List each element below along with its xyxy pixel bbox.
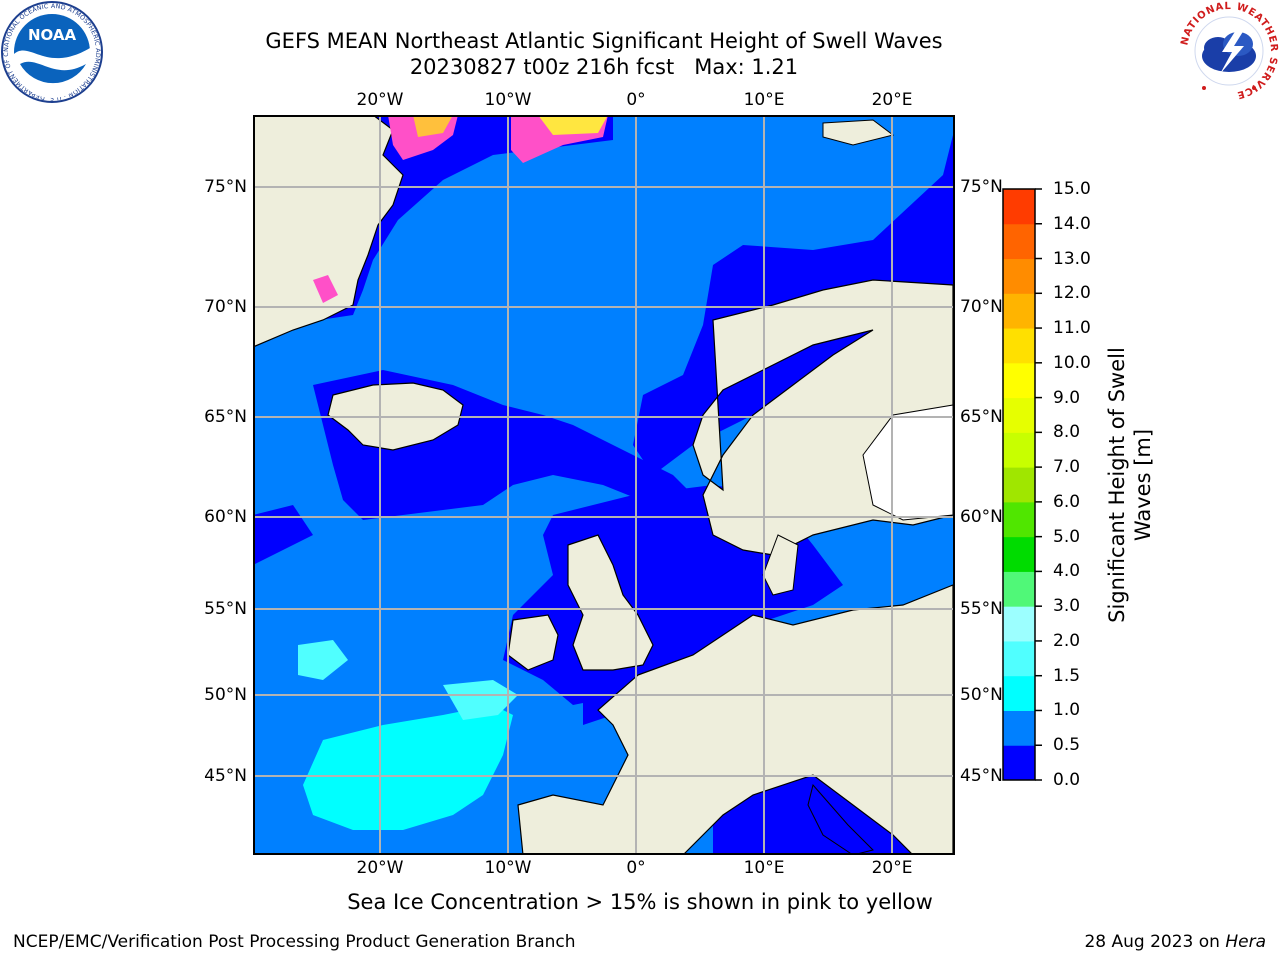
sea-ice-fram-core (538, 115, 608, 135)
sea-ice-greenland-2 (413, 115, 453, 137)
colorbar-tick-label: 0.0 (1053, 770, 1081, 790)
noaa-logo: NATIONAL OCEANIC AND ATMOSPHERIC ADMINIS… (0, 0, 103, 103)
colorbar-tick-label: 4.0 (1053, 561, 1081, 582)
colorbar-tick-label: 6.0 (1053, 491, 1081, 512)
colorbar-bands (1003, 189, 1035, 781)
colorbar-band (1003, 710, 1035, 746)
footer-date: 28 Aug 2023 on Hera (1084, 932, 1266, 952)
colorbar-tick-label: 7.0 (1053, 457, 1081, 478)
colorbar-tick-label: 2.0 (1053, 630, 1081, 651)
lat-label-right-6: 50°N (960, 685, 1003, 705)
colorbar-band (1003, 571, 1035, 607)
lon-label-top-2: 10°W (484, 90, 532, 110)
colorbar-band (1003, 362, 1035, 399)
low-swell-west-patch (253, 505, 313, 565)
colorbar-band (1003, 536, 1035, 572)
land-svalbard (822, 119, 895, 146)
lon-label-bottom-1: 20°W (356, 858, 404, 878)
chart-title: GEFS MEAN Northeast Atlantic Significant… (232, 28, 976, 80)
colorbar-band (1003, 675, 1035, 711)
colorbar-tick-label: 5.0 (1053, 526, 1081, 547)
colorbar-tick-label: 13.0 (1053, 248, 1091, 269)
mid-swell-lightcyan-2 (298, 640, 348, 680)
lon-label-bottom-4: 10°E (743, 858, 785, 878)
colorbar-band (1003, 397, 1035, 433)
lon-label-top-5: 20°E (871, 90, 913, 110)
lat-label-right-3: 65°N (960, 407, 1003, 427)
lon-label-bottom-5: 20°E (871, 858, 913, 878)
colorbar-tick-label: 0.5 (1053, 735, 1081, 756)
lat-label-right-2: 70°N (960, 297, 1003, 317)
lon-label-bottom-2: 10°W (484, 858, 532, 878)
colorbar-tick-label: 12.0 (1053, 283, 1091, 304)
lat-label-left-4: 60°N (204, 507, 247, 527)
lat-label-left-6: 50°N (204, 685, 247, 705)
colorbar-frame (1002, 188, 1036, 781)
nws-logo: NATIONAL WEATHER SERVICE (1179, 1, 1278, 100)
colorbar-tick-label: 1.0 (1053, 700, 1081, 721)
lat-label-left-3: 65°N (204, 407, 247, 427)
colorbar-band (1003, 258, 1035, 294)
lat-label-right-4: 60°N (960, 507, 1003, 527)
colorbar-ticks (1035, 188, 1042, 781)
land-europe (517, 584, 954, 855)
lat-label-right-1: 75°N (960, 177, 1003, 197)
colorbar-band (1003, 432, 1035, 468)
lat-label-right-5: 55°N (960, 599, 1003, 619)
title-line-1: GEFS MEAN Northeast Atlantic Significant… (265, 29, 943, 53)
colorbar-band (1003, 293, 1035, 329)
colorbar-band (1003, 467, 1035, 503)
footer-date-text: 28 Aug 2023 on (1084, 932, 1226, 952)
adriatic-sea (807, 783, 874, 855)
colorbar-tick-label: 15.0 (1053, 179, 1091, 199)
mid-swell-lightcyan-1 (443, 680, 518, 720)
colorbar-tick-label: 10.0 (1053, 352, 1091, 373)
sea-ice-denmark-strait (313, 275, 338, 303)
lat-label-left-5: 55°N (204, 599, 247, 619)
mid-swell-biscay-cyan (303, 705, 513, 830)
lat-label-left-2: 70°N (204, 297, 247, 317)
colorbar-band (1003, 223, 1035, 260)
graticule (253, 115, 955, 855)
land-denmark (762, 534, 799, 596)
colorbar-tick-label: 14.0 (1053, 213, 1091, 234)
lat-label-left-1: 75°N (204, 177, 247, 197)
colorbar-tick-label: 8.0 (1053, 422, 1081, 443)
footer-credit: NCEP/EMC/Verification Post Processing Pr… (13, 932, 576, 952)
colorbar-label: Significant Height of Swell Waves [m] (1105, 347, 1155, 623)
noaa-logo-text: NOAA (28, 26, 77, 44)
lat-label-right-7: 45°N (960, 766, 1003, 786)
lon-label-top-4: 10°E (743, 90, 785, 110)
title-line-2: 20230827 t00z 216h fcst Max: 1.21 (409, 55, 799, 79)
swell-height-map (253, 115, 955, 855)
land-great-britain (567, 534, 654, 671)
map-frame (253, 115, 955, 855)
colorbar-band (1003, 328, 1035, 364)
colorbar (1002, 188, 1042, 781)
colorbar-tick-label: 1.5 (1053, 665, 1081, 686)
colorbar-band (1003, 501, 1035, 538)
lon-label-top-3: 0° (626, 90, 646, 110)
colorbar-tick-label: 3.0 (1053, 596, 1081, 617)
footer-machine: Hera (1225, 932, 1266, 952)
lat-label-left-7: 45°N (204, 766, 247, 786)
colorbar-tick-label: 11.0 (1053, 318, 1091, 339)
lon-label-top-1: 20°W (356, 90, 404, 110)
colorbar-band (1003, 640, 1035, 677)
colorbar-band (1003, 189, 1035, 225)
colorbar-band (1003, 606, 1035, 642)
lon-label-bottom-3: 0° (626, 858, 646, 878)
colorbar-tick-label: 9.0 (1053, 387, 1081, 408)
colorbar-band (1003, 745, 1035, 781)
sea-ice-note: Sea Ice Concentration > 15% is shown in … (347, 890, 933, 914)
